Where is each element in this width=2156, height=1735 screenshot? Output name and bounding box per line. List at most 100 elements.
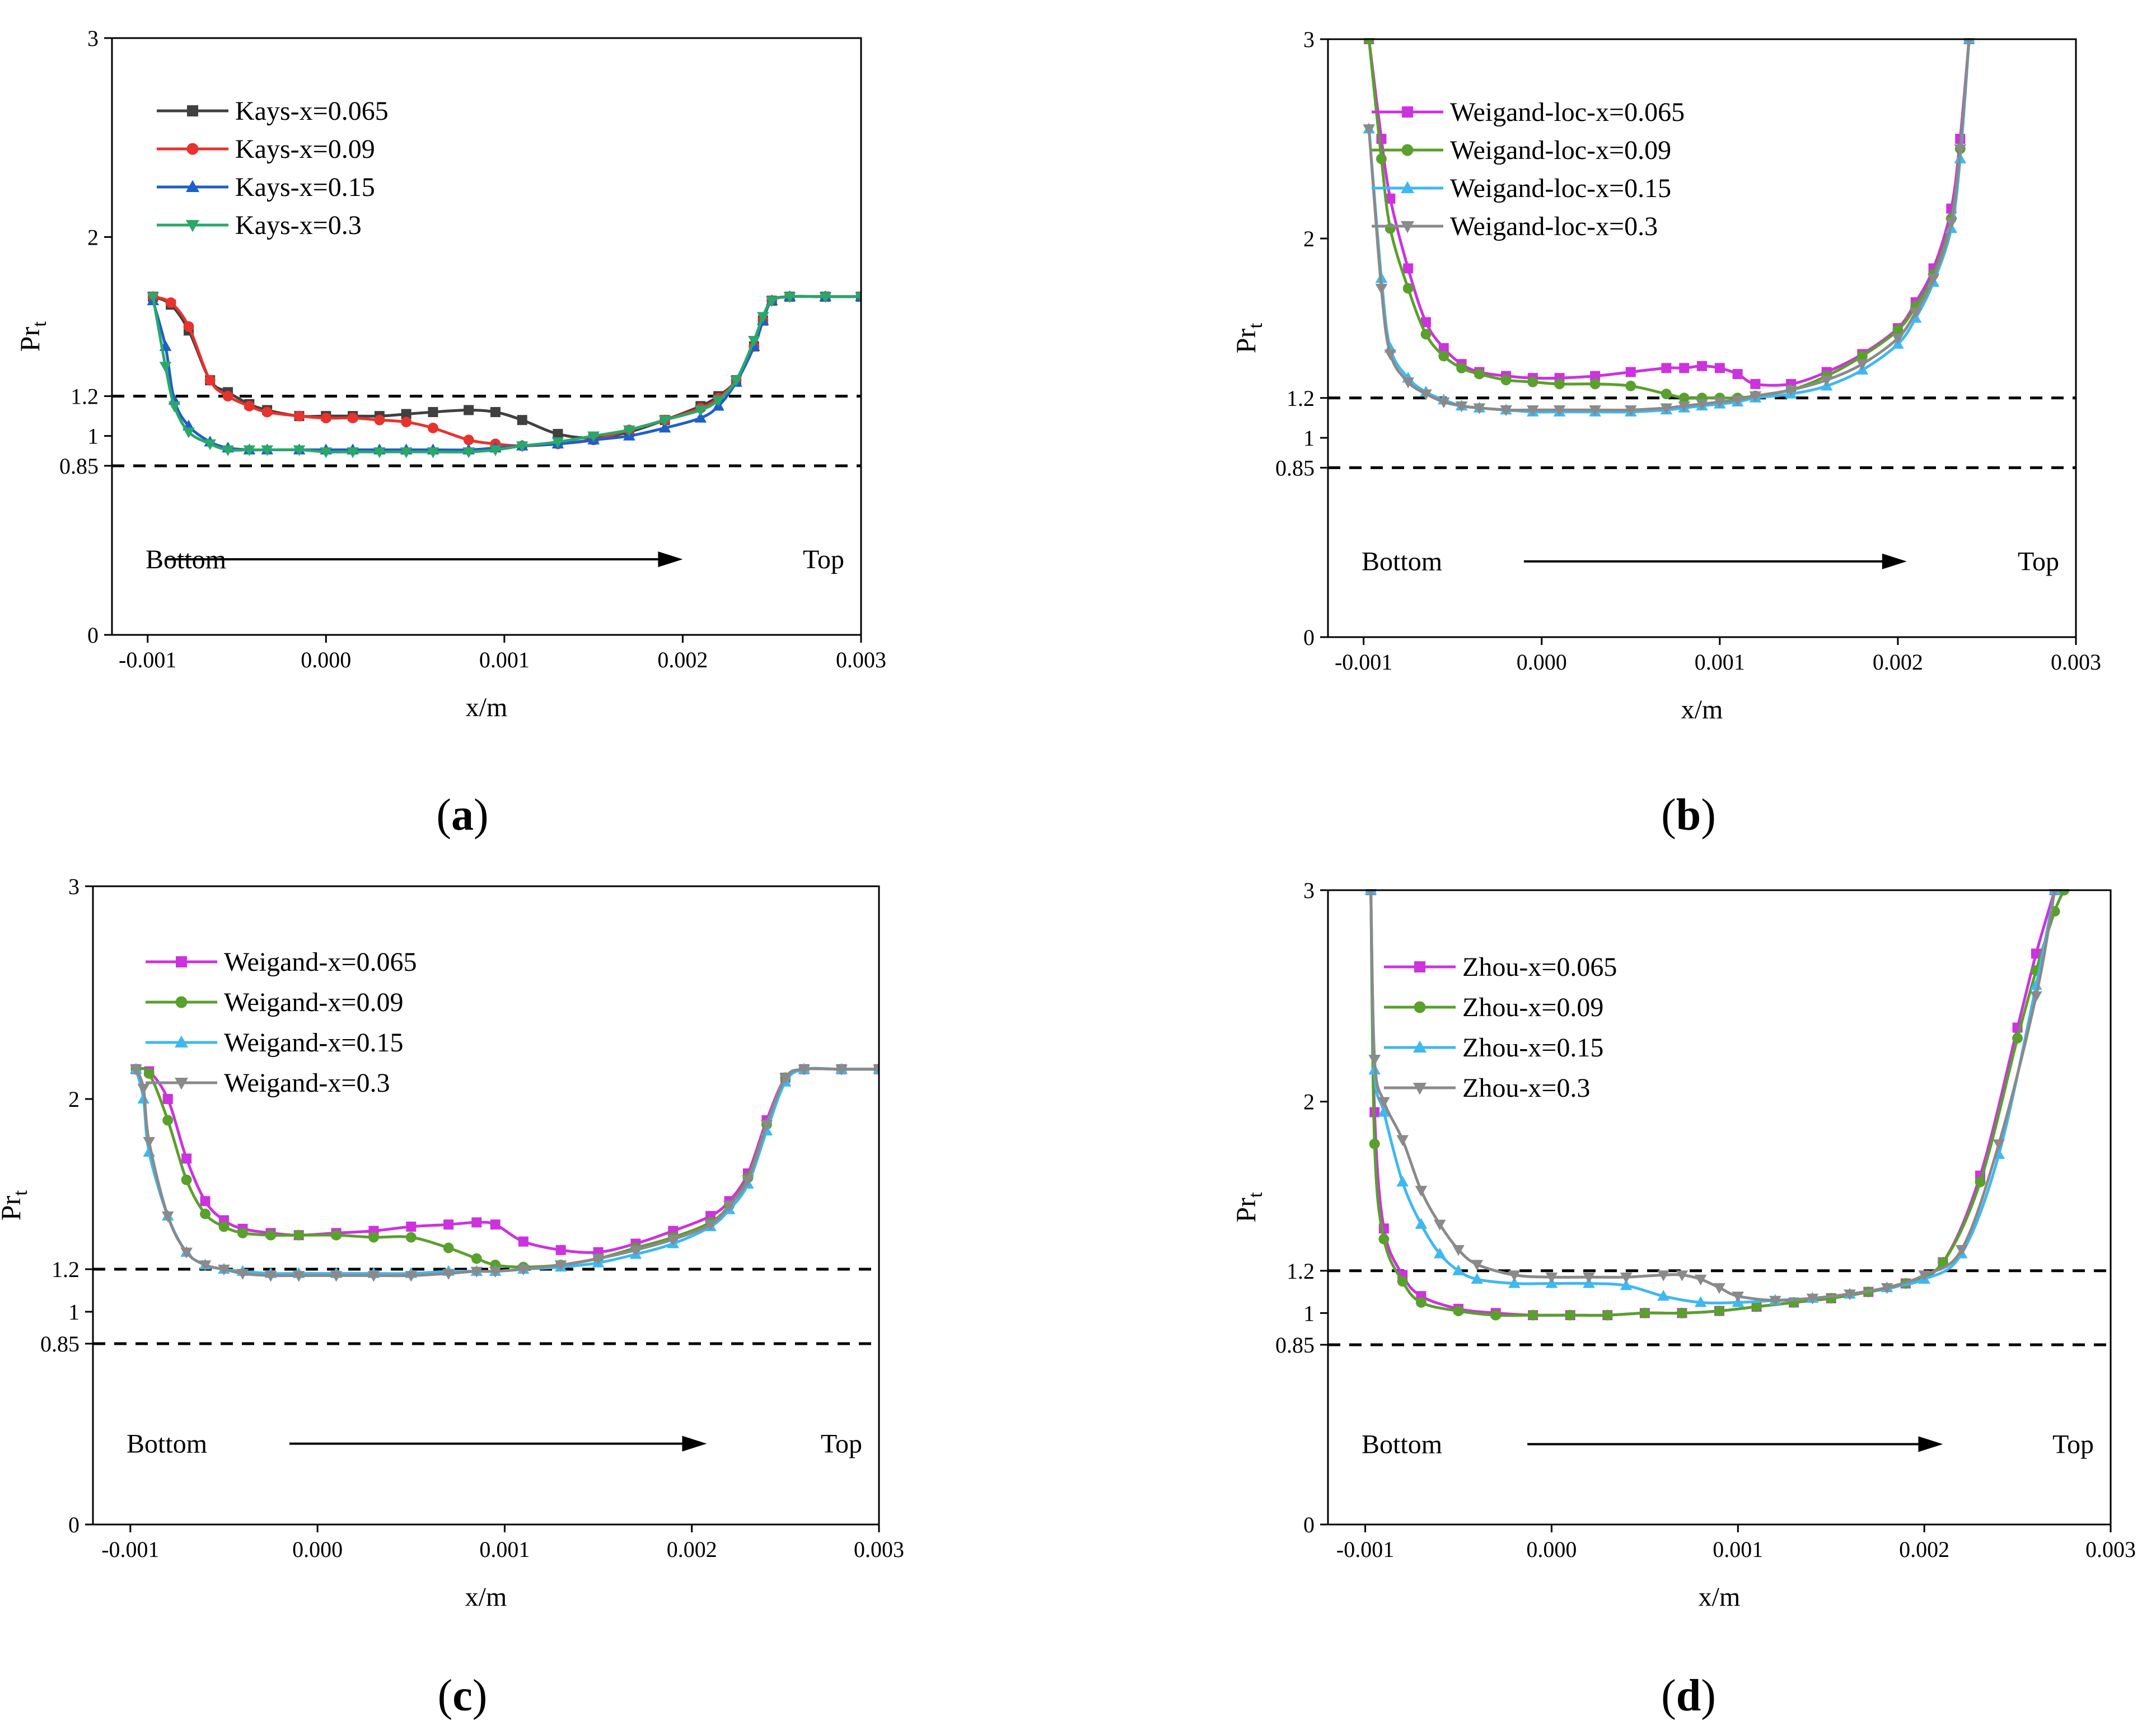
series-3-point-0 xyxy=(147,292,160,303)
series-1-point-7 xyxy=(265,1229,277,1241)
legend-label-2: Zhou-x=0.15 xyxy=(1462,1033,1603,1063)
series-0-point-15 xyxy=(518,1236,529,1247)
series-1-point-9 xyxy=(331,1229,342,1241)
series-3-point-23 xyxy=(742,1175,754,1186)
series-1-point-3 xyxy=(1402,283,1414,294)
series-3-point-17 xyxy=(554,1260,567,1271)
series-line-1 xyxy=(1369,889,2066,1317)
series-3-point-7 xyxy=(261,445,273,456)
legend-label-3: Weigand-loc-x=0.3 xyxy=(1450,212,1658,241)
x-tick-label-2: 0.001 xyxy=(479,1537,530,1562)
y-tick-label-4: 2 xyxy=(1303,226,1315,251)
series-1-point-8 xyxy=(293,1229,305,1241)
series-3-point-10 xyxy=(1553,405,1566,417)
annotation-bottom-label: Bottom xyxy=(127,1429,207,1459)
series-3-point-25 xyxy=(779,1073,792,1084)
series-1-point-1 xyxy=(1369,1138,1380,1149)
series-1-point-4 xyxy=(1420,329,1432,340)
series-0-point-16 xyxy=(555,1245,566,1255)
annotation-arrow-head xyxy=(1882,553,1907,569)
series-3-point-9 xyxy=(1527,405,1539,417)
x-tick-label-0: -0.001 xyxy=(119,647,176,672)
series-3-point-26 xyxy=(765,296,778,307)
panel-a: -0.001 0.000 0.001 0.002 0.003 0 0.85 1 1.2 2 3 x/m… xyxy=(14,26,886,722)
y-tick-label-5: 3 xyxy=(68,874,79,899)
series-1-point-12 xyxy=(1714,1306,1725,1317)
series-1-point-10 xyxy=(368,1232,379,1243)
series-1-point-14 xyxy=(1678,392,1690,404)
series-1-point-6 xyxy=(1456,362,1467,373)
x-tick-label-3: 0.002 xyxy=(1873,649,1923,675)
series-2-point-3 xyxy=(1396,1175,1409,1187)
series-3-point-21 xyxy=(1856,359,1869,371)
x-tick-label-0: -0.001 xyxy=(1335,649,1392,675)
series-1 xyxy=(1365,889,2070,1321)
x-tick-label-3: 0.002 xyxy=(657,647,708,672)
series-3-point-16 xyxy=(1714,397,1726,409)
series-3-point-24 xyxy=(1927,274,1940,285)
series-3-point-8 xyxy=(1508,1270,1521,1282)
series-0-point-21 xyxy=(2031,948,2041,959)
series-3-point-9 xyxy=(320,447,333,459)
series-3-point-17 xyxy=(1769,1296,1781,1307)
legend-marker-2 xyxy=(1413,1040,1427,1053)
series-line-1 xyxy=(1367,39,1971,400)
y-axis-label: Prt xyxy=(1230,323,1266,353)
series-3-point-10 xyxy=(330,1271,343,1282)
annotation-top-label: Top xyxy=(2018,547,2059,577)
series-1-point-8 xyxy=(1565,1310,1576,1321)
legend-label-1: Weigand-loc-x=0.09 xyxy=(1450,135,1671,165)
x-tick-label-1: 0.000 xyxy=(301,647,351,672)
series-1-point-6 xyxy=(1490,1310,1502,1321)
annotation-bottom-label: Bottom xyxy=(1362,547,1442,577)
series-1-point-7 xyxy=(294,410,305,422)
series-3-point-14 xyxy=(1694,1274,1707,1286)
series-3-point-20 xyxy=(658,415,671,427)
series-3-point-8 xyxy=(264,1271,277,1282)
series-1-point-13 xyxy=(1751,1301,1762,1312)
y-tick-label-0: 0 xyxy=(68,1512,79,1537)
x-tick-label-0: -0.001 xyxy=(101,1537,159,1562)
series-1-point-1 xyxy=(143,1068,155,1079)
series-3-point-23 xyxy=(730,376,742,387)
series-3-point-2 xyxy=(168,401,181,413)
y-tick-label-1: 0.85 xyxy=(59,453,99,479)
series-1-point-20 xyxy=(2012,1032,2023,1044)
series-1-point-5 xyxy=(1438,350,1449,362)
series-1-point-15 xyxy=(1826,1293,1837,1304)
series-1-point-10 xyxy=(374,414,385,425)
annotation-arrow-head xyxy=(1918,1436,1943,1452)
series-1-point-2 xyxy=(1378,1233,1390,1245)
y-tick-label-5: 3 xyxy=(1303,27,1315,52)
series-3-point-28 xyxy=(873,1064,879,1076)
series-0-point-13 xyxy=(464,405,474,415)
y-tick-label-1: 1 xyxy=(68,1299,79,1325)
series-3-point-17 xyxy=(551,437,564,448)
x-tick-label-2: 0.001 xyxy=(1713,1537,1763,1562)
y-tick-label-4: 2 xyxy=(87,225,99,250)
series-3-point-3 xyxy=(1402,377,1414,389)
series-3-point-24 xyxy=(2030,991,2042,1003)
y-axis-label: Prt xyxy=(14,321,50,352)
legend-label-2: Kays-x=0.15 xyxy=(235,172,375,202)
series-1-point-21 xyxy=(1856,350,1868,362)
legend-label-2: Weigand-loc-x=0.15 xyxy=(1450,174,1671,203)
series-3-point-20 xyxy=(1881,1283,1893,1294)
series-3-point-29 xyxy=(855,292,861,303)
y-tick-label-5: 3 xyxy=(87,26,99,51)
series-3-point-22 xyxy=(1955,1245,1968,1256)
series-3-point-5 xyxy=(1433,1219,1446,1231)
y-tick-label-3: 1.2 xyxy=(1287,386,1315,411)
series-3-point-9 xyxy=(1545,1273,1558,1284)
series-3-point-23 xyxy=(1909,307,1922,319)
legend-label-0: Zhou-x=0.065 xyxy=(1462,952,1617,982)
x-axis-label: x/m xyxy=(1681,695,1723,724)
series-3-point-15 xyxy=(1696,399,1708,410)
series-1-point-4 xyxy=(1415,1297,1427,1308)
x-tick-label-4: 0.003 xyxy=(836,647,886,672)
annotation-top-label: Top xyxy=(2052,1429,2094,1459)
series-0-point-2 xyxy=(162,1094,173,1104)
series-3-point-26 xyxy=(798,1064,811,1076)
